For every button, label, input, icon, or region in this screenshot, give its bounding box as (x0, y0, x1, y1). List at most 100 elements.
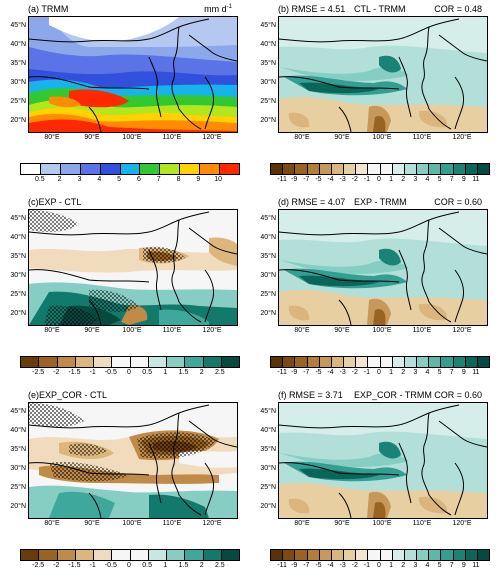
lat-tick-label: 20°N (10, 117, 26, 124)
lat-tick-label: 20°N (260, 310, 276, 317)
coastline-0 (29, 211, 210, 236)
colorbar-label: 11 (472, 176, 480, 183)
colorbar-cell (368, 164, 381, 174)
colorbar-label: -4 (327, 562, 334, 569)
colorbar-cell (344, 550, 357, 560)
map-frame (278, 16, 488, 133)
colorbar-cell (295, 164, 308, 174)
colorbar-cell (21, 164, 41, 174)
panel-title: (b) RMSE = 4.51 (278, 4, 346, 14)
lat-tick-label: 25°N (260, 291, 276, 298)
coastline-3 (148, 56, 162, 118)
colorbar-cell (441, 550, 454, 560)
colorbar-cell (441, 357, 454, 367)
lon-tick-label: 120°E (452, 134, 472, 141)
lat-tick-label: 35°N (10, 446, 26, 453)
diff-contour-4 (299, 275, 379, 287)
colorbar-label: -3 (339, 562, 346, 569)
panel-subtitle: EXP_COR - TRMM (354, 390, 432, 400)
colorbar-label: -1.5 (68, 562, 81, 569)
lat-tick-label: 40°N (10, 234, 26, 241)
colorbar-cell (392, 550, 405, 560)
colorbar-cell (392, 357, 405, 367)
lat-tick-label: 30°N (260, 79, 276, 86)
coastline-4 (204, 462, 214, 516)
lat-tick-label: 45°N (10, 22, 26, 29)
colorbar-cell (100, 164, 121, 174)
lon-tick-label: 120°E (452, 520, 472, 527)
colorbar-cell (429, 164, 442, 174)
colorbar-cell (417, 164, 430, 174)
diff-contour-9 (159, 309, 209, 325)
colorbar-label: 1.5 (178, 369, 189, 376)
colorbar-cell (203, 550, 222, 560)
colorbar-label: 4 (425, 562, 430, 569)
significance-hatch-3 (44, 305, 99, 325)
colorbar-label: 5 (437, 562, 442, 569)
colorbar-cell (356, 357, 369, 367)
coastline-2 (279, 76, 400, 90)
diff-contour-11 (429, 272, 487, 291)
colorbar-label: -2.5 (32, 369, 45, 376)
colorbar-label: 0.5 (142, 562, 153, 569)
lat-tick-label: 25°N (260, 484, 276, 491)
coastline-3 (398, 56, 412, 118)
colorbar-label: 3 (413, 562, 418, 569)
diff-contour-9 (149, 494, 209, 518)
lon-tick-label: 90°E (334, 327, 350, 334)
lon-tick-label: 110°E (412, 520, 432, 527)
colorbar-cell (331, 164, 345, 174)
precip-contour-9 (29, 119, 237, 132)
colorbar-label: -7 (303, 369, 310, 376)
colorbar-label: 0 (377, 369, 381, 376)
lon-tick-label: 90°E (334, 134, 350, 141)
lat-tick-label: 30°N (10, 465, 26, 472)
coastline-6 (438, 227, 487, 255)
lon-tick-label: 80°E (294, 520, 310, 527)
colorbar-cell (21, 550, 40, 560)
colorbar-cell (75, 550, 94, 560)
coastline-6 (188, 34, 237, 62)
panel-subtitle: EXP - TRMM (354, 197, 407, 207)
colorbar-cell (271, 357, 284, 367)
colorbar-label: -1 (363, 176, 370, 183)
colorbar-cell (21, 357, 40, 367)
panel-a: (a) TRMM mm d-1 45°N 40°N 35°N 30°N 25°N 20°N 80… (0, 0, 250, 193)
lon-tick-label: 80°E (44, 327, 60, 334)
colorbar-label: -2 (351, 562, 358, 569)
colorbar (270, 356, 490, 368)
colorbar-label: -7 (303, 562, 310, 569)
coastline-1 (421, 219, 452, 323)
panel-stat: COR = 0.48 (434, 4, 482, 14)
panel-stat-text: COR = 0.48 (434, 4, 482, 14)
colorbar-cell (112, 357, 131, 367)
diff-contour-5 (379, 55, 401, 73)
lat-tick-label: 20°N (260, 117, 276, 124)
diff-contour-10 (179, 451, 237, 468)
panel-title: (d) RMSE = 4.07 (278, 197, 346, 207)
colorbar-cell (465, 550, 478, 560)
colorbar-label: 2 (401, 176, 406, 183)
colorbar-label: 3 (77, 176, 82, 183)
colorbar-cell (57, 550, 76, 560)
coastline-1 (171, 219, 202, 323)
colorbar-label: 10 (214, 176, 223, 183)
diff-contour-8 (49, 491, 115, 518)
coastline-0 (29, 18, 210, 43)
colorbar-label: 0 (127, 369, 131, 376)
colorbar-label: -1.5 (68, 369, 81, 376)
colorbar-cell (39, 550, 58, 560)
map-frame (28, 209, 238, 326)
colorbar-cell (140, 164, 161, 174)
colorbar-cell (368, 550, 381, 560)
colorbar-cell (283, 550, 296, 560)
colorbar-cell (295, 357, 308, 367)
coastline-2 (29, 269, 150, 283)
colorbar-label: 11 (472, 562, 480, 569)
colorbar-label: -0.5 (104, 369, 117, 376)
colorbar-label: 7 (449, 176, 454, 183)
map-svg (29, 403, 237, 518)
colorbar-label: -5 (315, 176, 322, 183)
lat-tick-label: 25°N (10, 291, 26, 298)
colorbar-cell (477, 164, 490, 174)
